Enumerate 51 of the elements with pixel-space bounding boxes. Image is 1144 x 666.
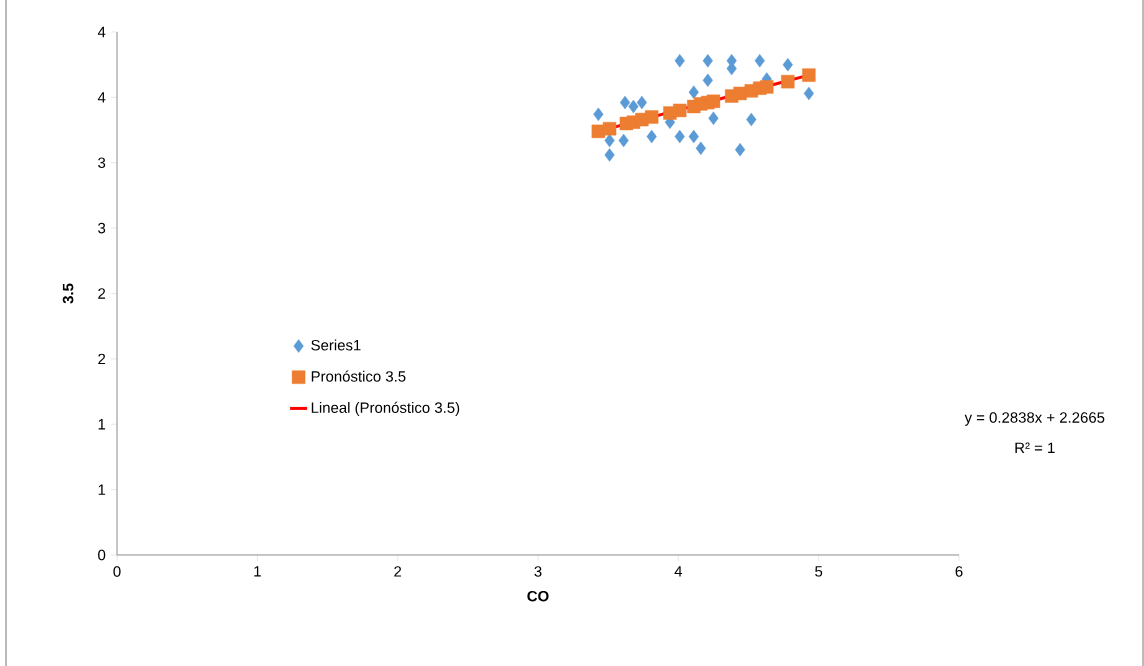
y-tick-label: 2 xyxy=(98,353,106,365)
y-tick-label: 3 xyxy=(98,222,106,234)
x-axis-title: CO xyxy=(527,590,549,602)
text: R² = 1 xyxy=(1015,442,1055,453)
x-tick-label: 0 xyxy=(113,566,121,577)
point xyxy=(781,74,795,89)
point xyxy=(604,133,615,148)
y-tick-label: 3 xyxy=(98,157,106,169)
y-tick-label: 1 xyxy=(98,484,106,495)
x-tick-label: 1 xyxy=(254,566,261,577)
point xyxy=(636,95,647,110)
x-tick-label: 2 xyxy=(394,566,402,577)
legend-label: Series1 xyxy=(311,339,361,351)
point xyxy=(702,73,713,88)
point xyxy=(760,80,774,94)
point xyxy=(604,148,615,162)
point xyxy=(618,133,629,148)
y-tick-label: 1 xyxy=(98,419,106,430)
point xyxy=(646,129,657,144)
legend-label: Lineal (Pronóstico 3.5) xyxy=(311,401,460,416)
point xyxy=(593,107,604,122)
point xyxy=(673,103,687,118)
y-tick-label: 2 xyxy=(98,288,106,299)
point xyxy=(602,122,617,136)
y-axis-title: 3.5 xyxy=(62,283,74,304)
point xyxy=(708,111,719,125)
point xyxy=(695,141,706,156)
point xyxy=(674,129,685,144)
point xyxy=(688,129,699,144)
point xyxy=(802,68,816,82)
x-tick-label: 5 xyxy=(815,566,823,577)
x-tick-label: 3 xyxy=(534,566,542,577)
point xyxy=(706,94,721,108)
point xyxy=(628,99,639,114)
point xyxy=(688,85,699,99)
point xyxy=(803,86,814,101)
x-tick-label: 6 xyxy=(955,566,963,577)
point xyxy=(674,54,685,68)
point xyxy=(754,54,765,68)
text: y = 0.2838x + 2.2665 xyxy=(964,412,1105,426)
point xyxy=(735,142,746,157)
x-tick-label: 4 xyxy=(674,566,683,577)
point xyxy=(644,110,659,124)
point xyxy=(619,95,631,110)
y-tick-label: 0 xyxy=(98,549,106,561)
y-tick-label: 4 xyxy=(97,92,106,103)
y-tick-label: 4 xyxy=(97,26,106,38)
point xyxy=(702,54,713,68)
point xyxy=(746,112,757,127)
point xyxy=(782,57,793,72)
legend-label: Pronóstico 3.5 xyxy=(311,370,406,382)
